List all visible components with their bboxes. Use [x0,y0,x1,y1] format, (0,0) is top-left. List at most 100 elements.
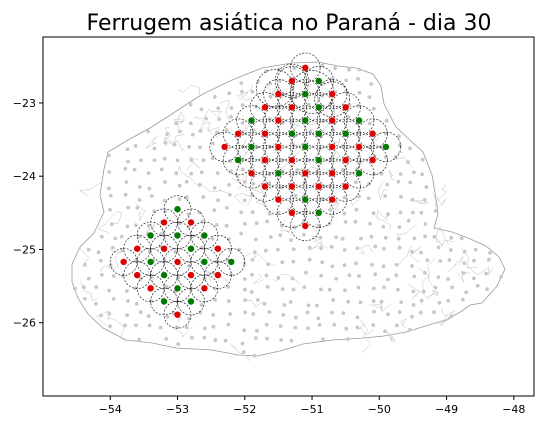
station-dot [472,258,476,263]
station-dot [432,310,436,314]
healthy-point [315,209,322,216]
station-dot [241,350,246,354]
healthy-point [147,258,154,266]
healthy-point [248,143,255,151]
infected-point [160,219,168,226]
station-dot [264,322,269,327]
healthy-point [342,130,349,137]
influence-circle [263,184,294,215]
station-dot [99,313,103,318]
station-dot [449,314,454,319]
station-dot [341,311,346,315]
station-dot [396,179,401,184]
station-dot [406,160,410,165]
station-dot [214,259,219,264]
station-dot [292,225,297,230]
station-dot [175,158,180,163]
infected-point [147,285,154,292]
station-dot [280,287,285,292]
station-dot [225,206,229,210]
influence-circle [276,118,308,149]
healthy-point [234,156,242,164]
municipal-boundary [97,213,116,233]
healthy-point [382,143,390,151]
influence-circle [303,118,334,149]
municipal-boundary [435,315,451,326]
station-dot [398,210,403,215]
station-dot [73,286,77,291]
infected-point [160,245,168,252]
municipal-boundary [386,331,396,343]
influence-circle [290,52,321,83]
station-dot [249,290,254,294]
station-dot [279,223,284,228]
influence-circle [276,92,308,123]
municipal-boundary [371,132,381,147]
station-dot [134,223,138,228]
influence-circle [263,105,294,136]
influence-circle [276,171,308,202]
municipal-boundary [325,150,341,163]
station-dot [132,167,137,172]
station-dot [343,288,347,293]
station-dot [265,336,269,341]
station-dot [368,221,372,226]
station-dot [334,235,339,240]
station-dot [411,210,415,215]
infected-point [248,170,255,177]
infected-point [187,219,195,226]
municipal-boundary [241,299,264,308]
station-dot [397,134,401,139]
station-dot [423,222,428,226]
station-dot [328,101,333,106]
parana-state-outline [71,61,506,357]
municipal-boundary [204,269,215,282]
station-dot [484,271,488,276]
station-dot [223,338,228,343]
station-dot [341,168,345,172]
station-dot [227,91,232,96]
station-dot [198,310,203,315]
municipal-boundary [436,238,455,248]
station-dot [319,246,323,251]
station-dot [159,167,164,172]
station-dot [397,245,402,250]
station-dot [394,323,399,328]
station-dot [346,299,351,304]
influence-circle [344,105,375,136]
station-dot [343,220,348,224]
municipal-boundary [255,198,274,217]
station-dot [279,338,283,342]
municipal-boundary [237,124,250,136]
station-dot [188,102,193,107]
influence-circle [249,92,281,123]
station-dot [267,212,272,216]
station-dot [436,245,441,250]
station-dot [461,271,466,276]
municipal-boundary [110,250,122,269]
station-dot [204,116,208,121]
station-dot [420,157,425,162]
municipal-boundary [203,121,219,132]
infected-point [302,64,309,72]
healthy-point [315,156,322,164]
station-dot [289,338,294,343]
municipal-boundary [233,193,253,207]
station-dot [108,207,112,212]
municipal-boundary [432,183,448,203]
station-dot [227,183,231,187]
station-dot [125,313,130,318]
municipal-boundary [240,84,254,102]
station-dot [447,258,452,262]
municipal-boundary [359,319,372,353]
station-dot [355,325,360,330]
municipal-boundary [312,222,320,242]
station-dot [383,194,388,198]
station-dot [281,92,286,97]
station-dot [147,186,152,191]
station-dot [198,129,203,133]
municipal-boundary [421,258,435,293]
municipal-boundary [343,189,359,206]
plot-area [42,36,535,397]
station-dot [252,353,257,358]
